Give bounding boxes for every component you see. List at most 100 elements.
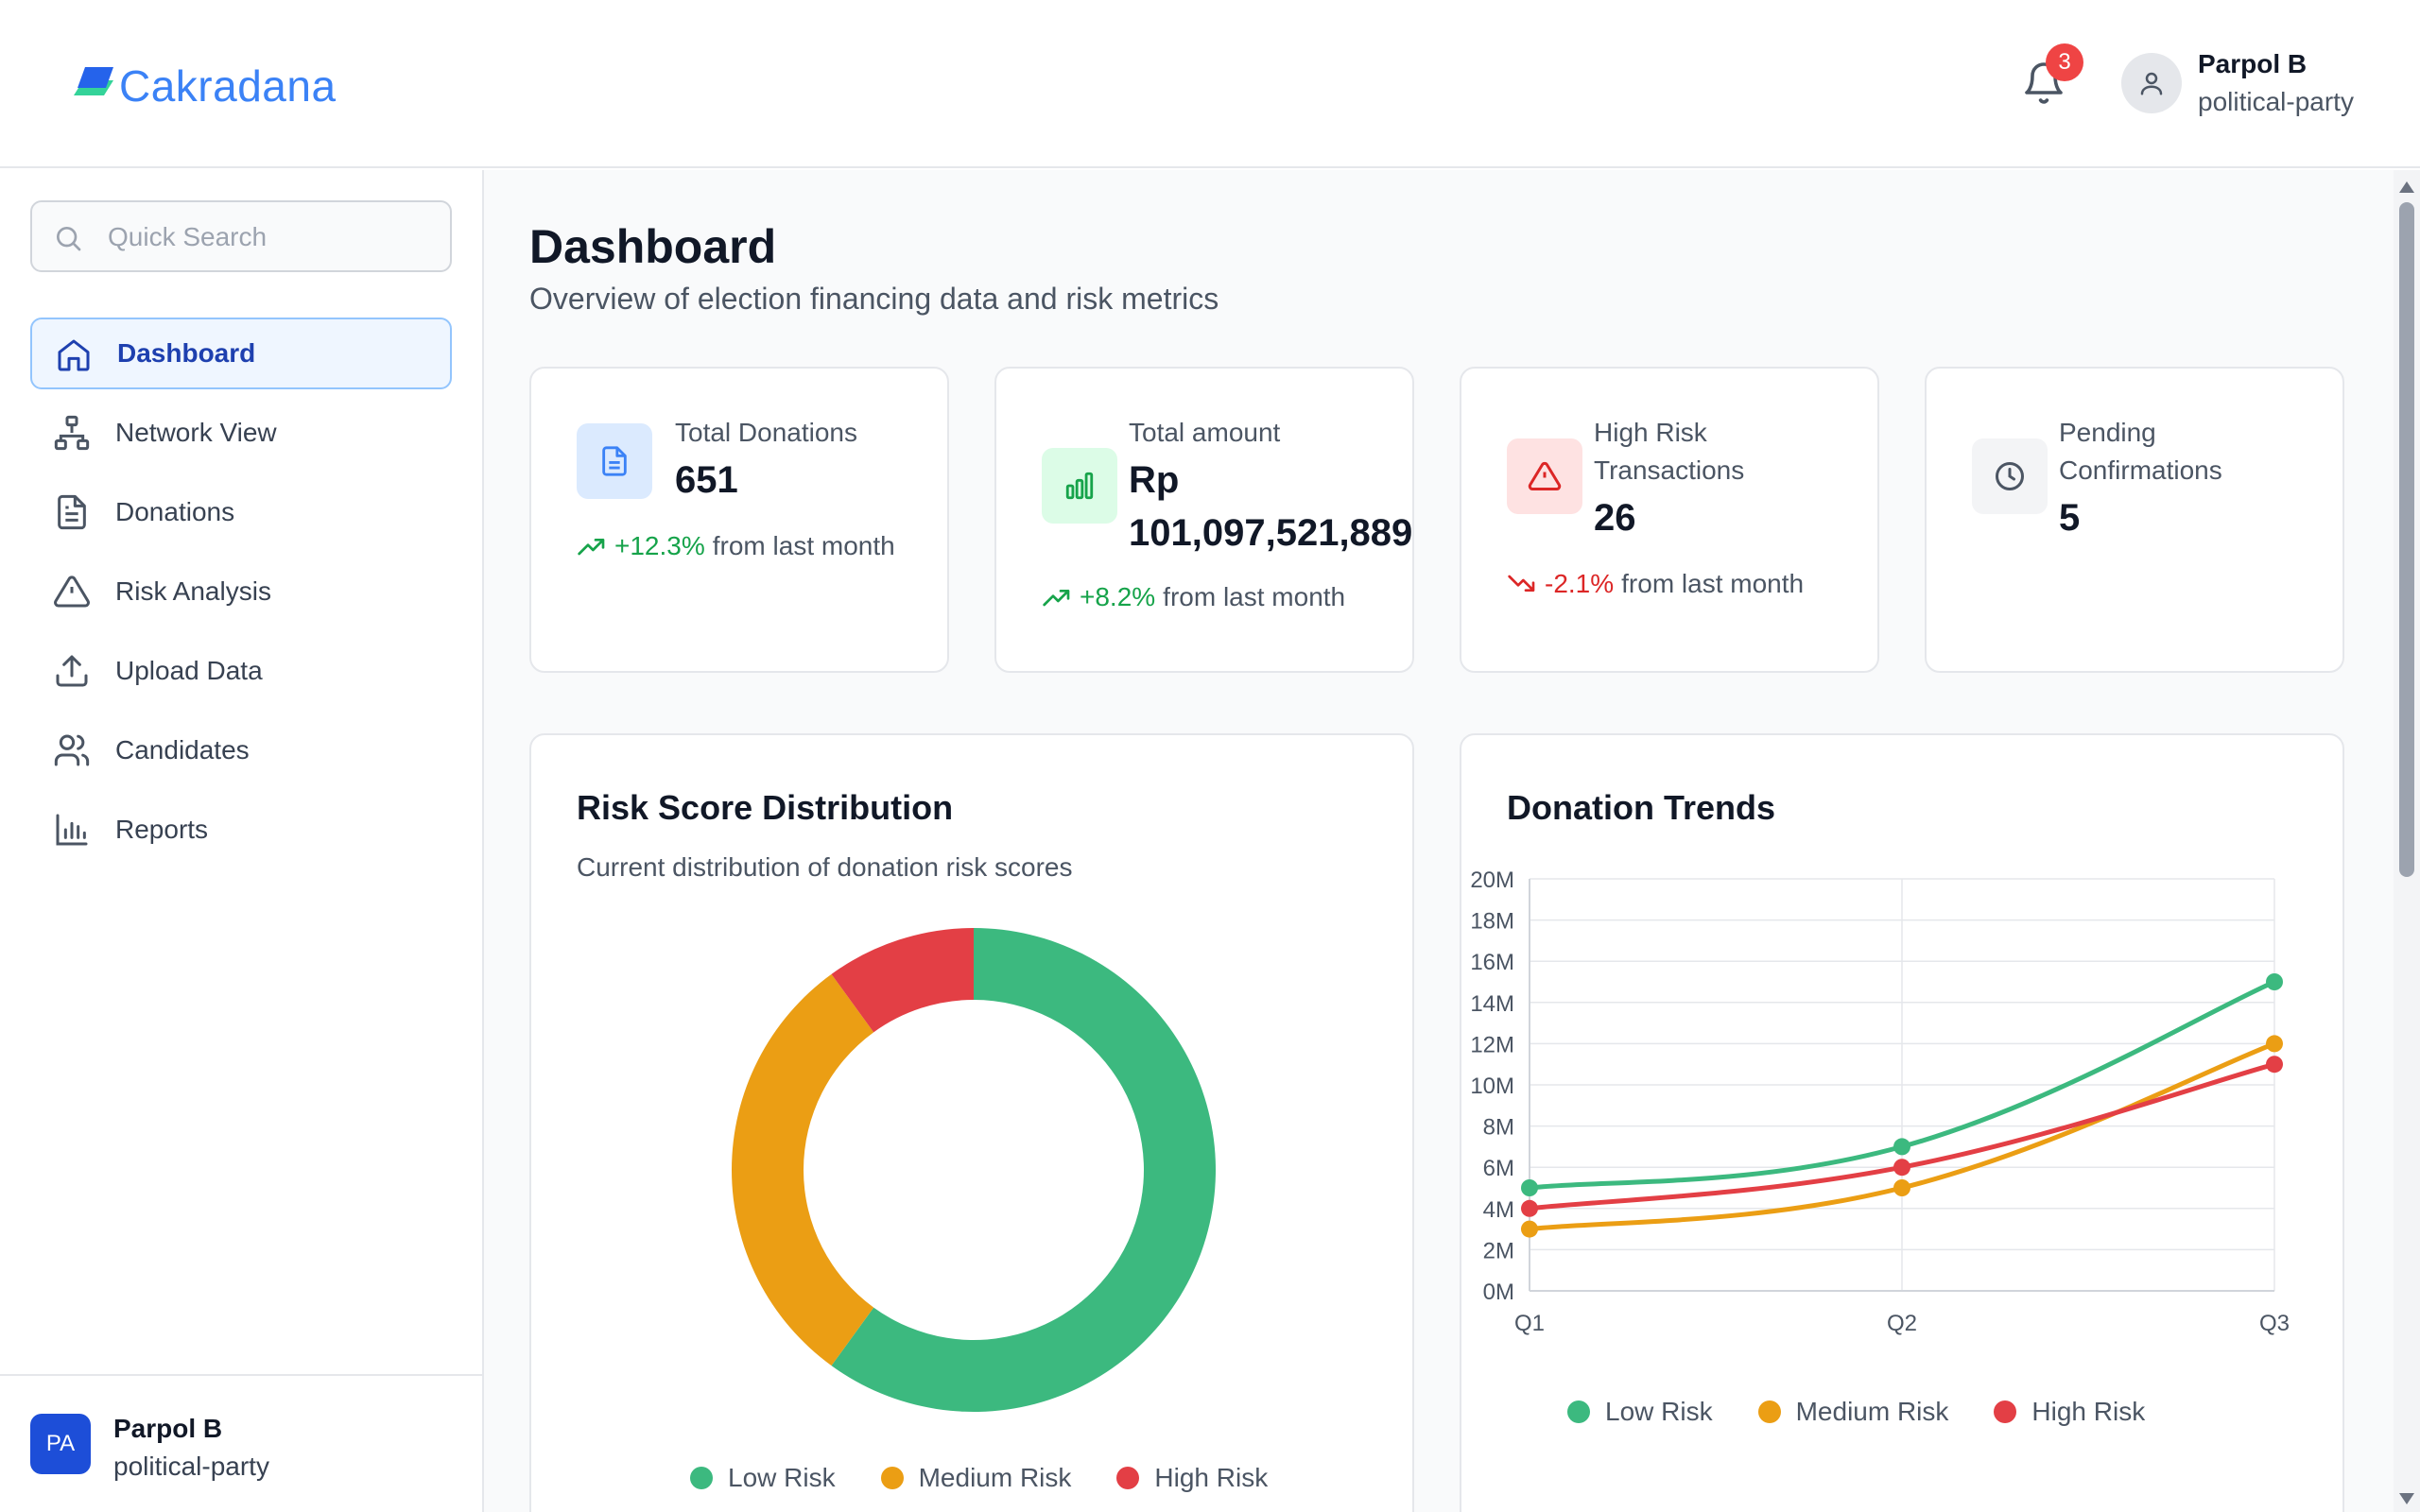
sidebar-item-label: Dashboard: [117, 338, 256, 368]
search-icon: [57, 227, 81, 251]
sidebar-item-risk-analysis[interactable]: Risk Analysis: [30, 556, 452, 627]
trend-up-icon: [1043, 590, 1070, 607]
legend-medium-risk[interactable]: Medium Risk: [1757, 1397, 1949, 1427]
sidebar-user-footer[interactable]: PA Parpol B political-party: [0, 1374, 482, 1512]
stat-label: Total Donations: [675, 418, 858, 447]
stat-card-total-donations: Total Donations 651 +12.3% from last mon…: [529, 367, 949, 673]
stat-card-pending: Pending Confirmations 5: [1925, 367, 2344, 673]
stat-value: 651: [675, 459, 738, 501]
y-tick-label: 14M: [1470, 991, 1514, 1017]
data-point-medium-risk[interactable]: [1893, 1179, 1910, 1196]
risk-distribution-card: Risk Score Distribution Current distribu…: [529, 733, 1414, 1512]
donation-trends-line-chart: 0M 2M 4M 6M 8M 10M 12M 14M 16M 18M 20M Q1 Q2 Q3: [1470, 868, 2290, 1336]
data-point-medium-risk[interactable]: [2266, 1035, 2283, 1053]
footer-avatar: PA: [30, 1414, 91, 1474]
data-point-high-risk[interactable]: [1893, 1159, 1910, 1177]
sidebar: Dashboard Network View Donations Risk An…: [0, 170, 484, 1512]
trend-text: from last month: [1163, 582, 1346, 611]
user-icon: [2140, 72, 2163, 95]
y-tick-label: 16M: [1470, 950, 1514, 975]
data-point-low-risk[interactable]: [1521, 1179, 1538, 1196]
quick-search: [30, 200, 452, 272]
donut-slice-low-risk[interactable]: [831, 928, 1216, 1412]
legend-medium-risk[interactable]: Medium Risk: [880, 1463, 1071, 1493]
search-input[interactable]: [108, 215, 439, 259]
legend-high-risk[interactable]: High Risk: [1116, 1463, 1268, 1493]
sidebar-item-network-view[interactable]: Network View: [30, 397, 452, 469]
legend-low-risk[interactable]: Low Risk: [690, 1463, 836, 1493]
sidebar-item-dashboard[interactable]: Dashboard: [30, 318, 452, 389]
data-point-medium-risk[interactable]: [1521, 1220, 1538, 1238]
user-avatar[interactable]: [2121, 53, 2182, 113]
main-content: Dashboard Overview of election financing…: [484, 170, 2394, 1512]
top-header: Cakradana 3 Parpol B political-party: [0, 0, 2420, 168]
donut-slice-medium-risk[interactable]: [732, 973, 874, 1366]
sidebar-item-label: Network View: [115, 418, 277, 447]
users-icon: [54, 734, 90, 766]
trend-value: +8.2%: [1080, 582, 1156, 611]
scroll-up-arrow[interactable]: [2399, 181, 2414, 193]
sidebar-item-reports[interactable]: Reports: [30, 794, 452, 866]
donut-legend: Low Risk Medium Risk High Risk: [690, 1463, 1313, 1493]
stat-trend: -2.1% from last month: [1507, 569, 1804, 599]
trend-down-icon: [1508, 575, 1535, 592]
stat-value: 26: [1594, 497, 1636, 539]
x-tick-label: Q3: [2259, 1311, 2290, 1336]
stat-icon-box: [1042, 448, 1117, 524]
stat-icon-box: [1507, 438, 1582, 514]
stat-trend: +12.3% from last month: [577, 531, 895, 561]
main-scrollbar[interactable]: [2394, 170, 2420, 1512]
line-legend: Low Risk Medium Risk High Risk: [1567, 1397, 2190, 1427]
y-tick-label: 10M: [1470, 1074, 1514, 1099]
document-icon: [58, 494, 86, 530]
chart-title: Donation Trends: [1507, 788, 1776, 827]
y-tick-label: 20M: [1470, 868, 1514, 893]
trend-up-icon: [578, 539, 605, 556]
stat-value-amount: 101,097,521,889: [1129, 512, 1413, 554]
stat-label-line1: High Risk: [1594, 418, 1707, 447]
document-icon: [602, 446, 627, 476]
sidebar-item-label: Candidates: [115, 735, 250, 765]
sidebar-item-donations[interactable]: Donations: [30, 476, 452, 548]
sidebar-item-candidates[interactable]: Candidates: [30, 714, 452, 786]
network-icon: [54, 415, 90, 451]
data-point-high-risk[interactable]: [2266, 1056, 2283, 1074]
stat-card-total-amount: Total amount Rp 101,097,521,889 +8.2% fr…: [994, 367, 1414, 673]
scroll-down-arrow[interactable]: [2399, 1493, 2414, 1504]
stat-value: 5: [2059, 497, 2081, 539]
trend-value: -2.1%: [1545, 569, 1615, 598]
bar-chart-icon: [1065, 472, 1094, 500]
y-tick-label: 0M: [1483, 1280, 1514, 1305]
stat-icon-box: [1972, 438, 2048, 514]
warning-icon: [1528, 461, 1562, 490]
x-tick-label: Q1: [1514, 1311, 1545, 1336]
bar-chart-icon: [56, 814, 88, 846]
sidebar-item-label: Reports: [115, 815, 209, 844]
x-tick-label: Q2: [1887, 1311, 1917, 1336]
logo-icon: [74, 67, 113, 95]
sidebar-item-upload-data[interactable]: Upload Data: [30, 635, 452, 707]
sidebar-nav: Dashboard Network View Donations Risk An…: [30, 318, 452, 873]
page-title: Dashboard: [529, 220, 777, 273]
scroll-thumb[interactable]: [2399, 202, 2414, 877]
home-icon: [58, 339, 90, 371]
donut-slice-high-risk[interactable]: [831, 928, 974, 1033]
legend-high-risk[interactable]: High Risk: [1994, 1397, 2145, 1427]
data-point-low-risk[interactable]: [1893, 1138, 1910, 1156]
trend-value: +12.3%: [614, 531, 705, 560]
donation-trends-card: Donation Trends 0M 2M 4M 6M 8M 10M 12M 14M 16M 18…: [1460, 733, 2344, 1512]
stat-label-line1: Pending: [2059, 418, 2156, 447]
brand-logo[interactable]: Cakradana: [74, 60, 337, 112]
data-point-low-risk[interactable]: [2266, 973, 2283, 990]
legend-label: Medium Risk: [1795, 1397, 1949, 1426]
legend-low-risk[interactable]: Low Risk: [1567, 1397, 1713, 1427]
sidebar-item-label: Risk Analysis: [115, 576, 271, 606]
y-tick-label: 2M: [1483, 1238, 1514, 1263]
upload-icon: [56, 655, 88, 687]
legend-label: High Risk: [2031, 1397, 2146, 1426]
sidebar-item-label: Donations: [115, 497, 235, 526]
stat-label-line2: Transactions: [1594, 455, 1745, 485]
legend-label: High Risk: [1154, 1463, 1269, 1492]
data-point-high-risk[interactable]: [1521, 1199, 1538, 1217]
warning-icon: [54, 576, 90, 608]
